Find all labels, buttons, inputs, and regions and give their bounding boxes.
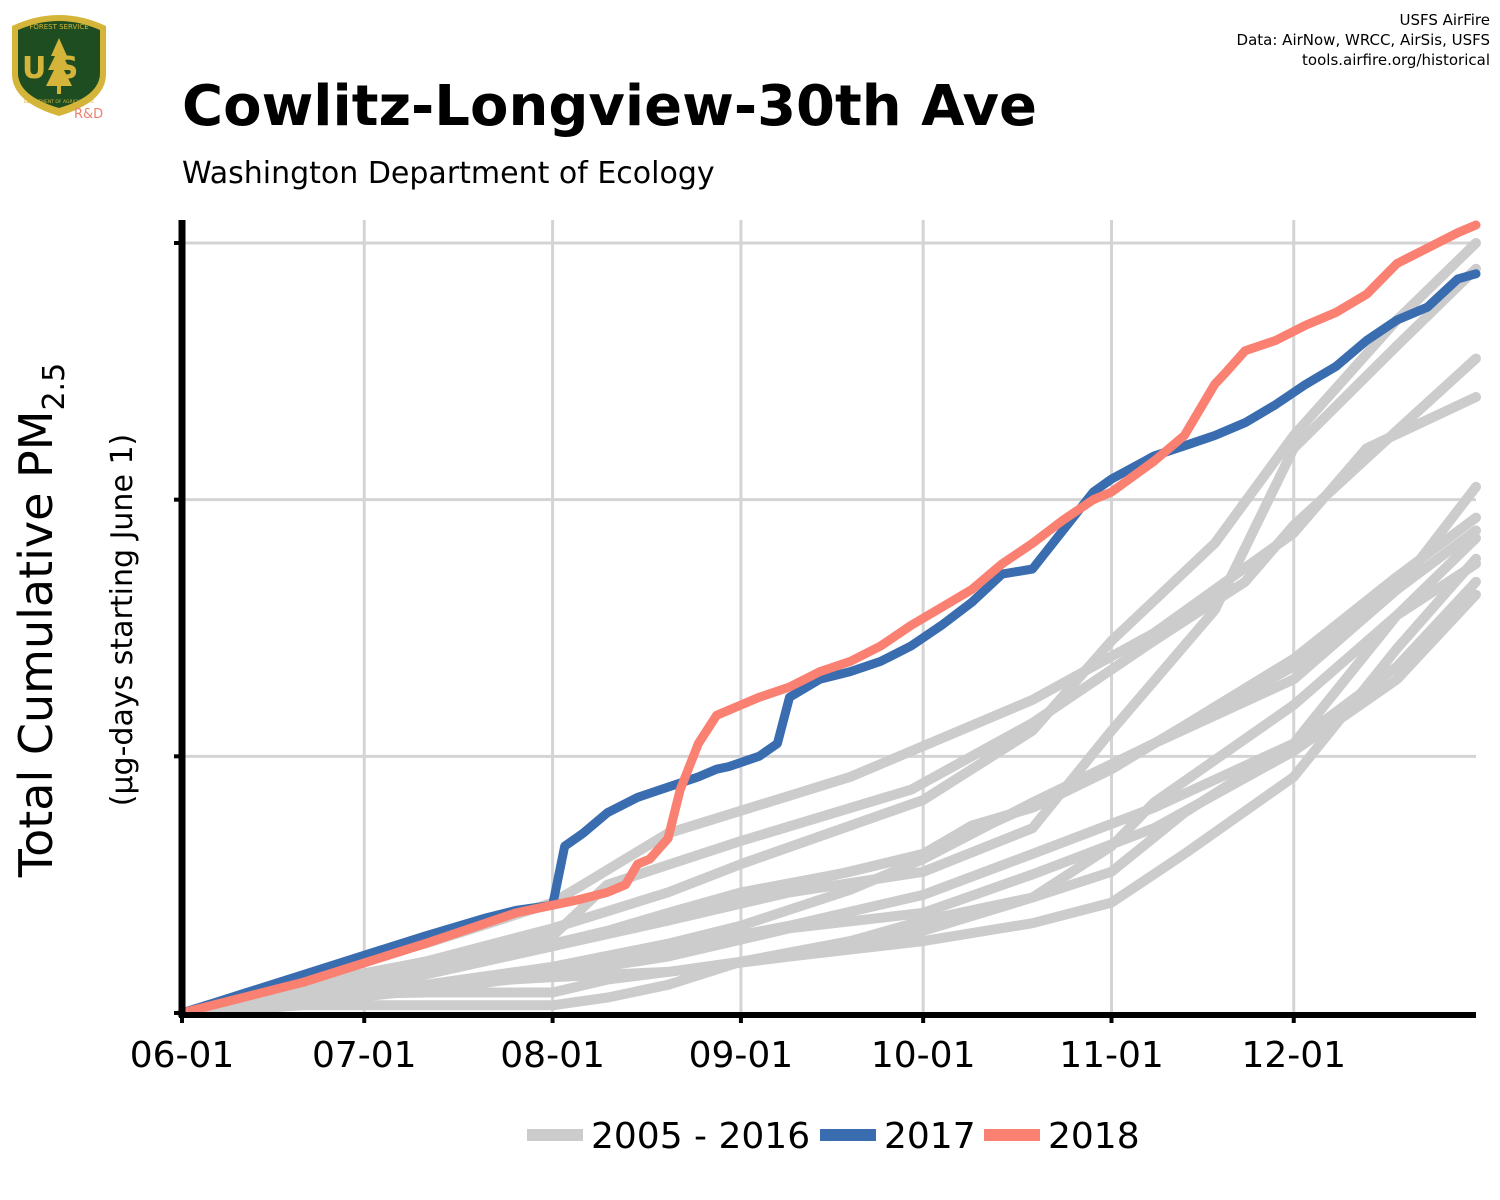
x-tick-label: 12-01 [1241,1035,1346,1076]
series-line-2018 [177,220,1481,1018]
chart-title: Cowlitz-Longview-30th Ave [182,74,1037,139]
x-tick-label: 08-01 [500,1035,605,1076]
y-axis-title: Total Cumulative PM2.5 [9,363,72,878]
logo-rd-text: R&D [74,107,103,120]
y-axis-label: Total Cumulative PM2.5 (µg-days starting … [9,363,140,878]
x-tick-label: 11-01 [1059,1035,1164,1076]
y-axis-title-subscript: 2.5 [37,363,72,411]
logo-bottom-text: DEPARTMENT OF AGRICULTURE [24,99,95,105]
credits: USFS AirFire Data: AirNow, WRCC, AirSis,… [1237,10,1490,70]
chart-subtitle: Washington Department of Ecology [182,156,715,191]
y-axis-title-main: Total Cumulative PM [9,411,63,879]
credit-line: Data: AirNow, WRCC, AirSis, USFS [1236,31,1490,49]
x-tick-label: 10-01 [871,1035,976,1076]
history-series-line [177,558,1481,1018]
logo-top-text: FOREST SERVICE [29,23,88,31]
history-series-line [177,553,1481,1018]
y-axis-note: (µg-days starting June 1) [105,434,140,806]
tree-icon [46,38,72,86]
legend-label: 2018 [1048,1116,1140,1157]
x-tick-label: 06-01 [130,1035,235,1076]
credit-line: USFS AirFire [1399,11,1490,29]
usfs-logo: U S FOREST SERVICE DEPARTMENT OF AGRICUL… [6,8,112,122]
x-tick-label: 07-01 [312,1035,417,1076]
legend-label: 2017 [884,1116,976,1157]
legend: 2005 - 2016 2017 2018 [527,1116,1140,1157]
credit-line: tools.airfire.org/historical [1302,51,1490,69]
history-series-line [177,512,1481,1018]
logo-us-text: U S [22,51,78,86]
history-series-line [177,238,1481,1018]
shield-icon: U S FOREST SERVICE DEPARTMENT OF AGRICUL… [12,15,106,122]
legend-label: 2005 - 2016 [591,1116,810,1157]
series-line-2017 [177,269,1481,1018]
history-series-group [177,238,1481,1018]
axes: 06-01 07-01 08-01 09-01 10-01 11-01 12-01 [130,220,1476,1076]
x-tick-label: 09-01 [689,1035,794,1076]
highlight-series-group [177,220,1481,1018]
